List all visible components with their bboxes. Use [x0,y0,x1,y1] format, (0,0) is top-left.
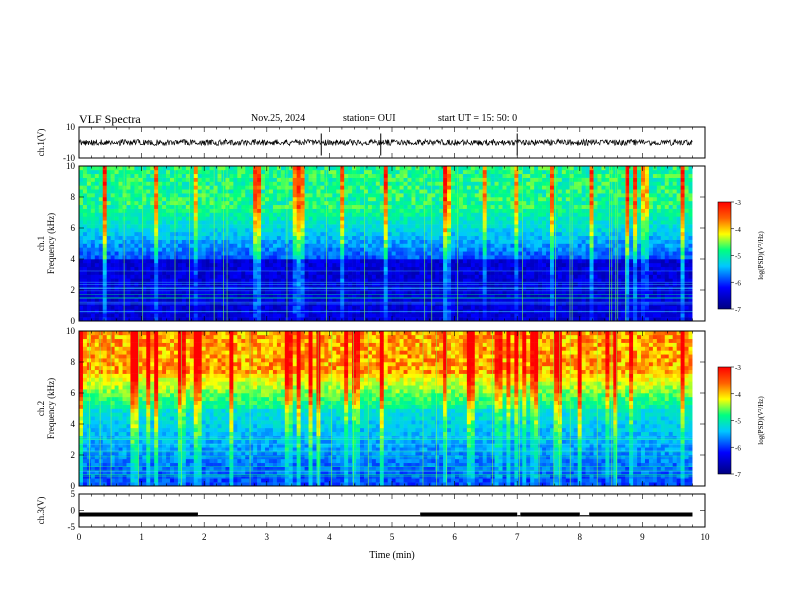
colorbar-tick-label: -3 [735,364,741,372]
x-tick-label: 5 [390,532,395,542]
x-tick-label: 3 [265,532,270,542]
ch1-spectrogram [79,166,705,322]
colorbar-tick-label: -7 [735,306,741,314]
y-tick-label: 10 [66,161,76,171]
y-tick-label: 10 [66,326,76,336]
ch1-trace [78,138,693,147]
y-tick-label: 0 [71,481,76,491]
colorbar-label: log(PSD)(V²/Hz) [757,396,765,445]
y-tick-label: 8 [71,192,76,202]
x-tick-label: 6 [452,532,457,542]
colorbar-tick-label: -7 [735,471,741,479]
colorbar [717,201,732,310]
y-tick-label: 4 [71,419,76,429]
y-tick-label: 2 [71,285,76,295]
y-tick-label: -5 [68,522,76,532]
x-tick-label: 2 [202,532,207,542]
colorbar-tick-label: -5 [735,418,741,426]
y-axis-label: Frequency (kHz) [46,213,56,274]
station-label: station= OUI [343,113,396,124]
y-tick-label: 6 [71,223,76,233]
y-axis-label: ch.1 [36,236,46,251]
y-axis-label: ch.2 [36,401,46,416]
colorbar-tick-label: -6 [735,279,741,287]
date-label: Nov.25, 2024 [251,113,306,124]
x-axis-label: Time (min) [369,550,414,561]
x-tick-label: 10 [701,532,711,542]
x-tick-label: 7 [515,532,520,542]
x-tick-label: 8 [578,532,583,542]
x-tick-label: 9 [640,532,645,542]
colorbar [717,366,732,475]
y-tick-label: 0 [71,506,76,516]
y-axis-label: ch.1(V) [36,129,46,157]
y-tick-label: 2 [71,450,76,460]
ch3-waveform [79,512,693,517]
ch1-waveform [78,133,693,156]
y-axis-label: Frequency (kHz) [46,378,56,439]
axes [78,126,734,528]
ch2-spectrogram [79,331,705,487]
start-time-label: start UT = 15: 50: 0 [438,113,518,124]
x-tick-label: 0 [77,532,82,542]
x-tick-label: 1 [139,532,144,542]
y-tick-label: 4 [71,254,76,264]
x-tick-label: 4 [327,532,332,542]
y-tick-label: 8 [71,357,76,367]
colorbar-tick-label: -6 [735,444,741,452]
figure-title: VLF Spectra [79,112,141,126]
y-axis-label: ch.3(V) [36,497,46,525]
colorbar-tick-label: -3 [735,199,741,207]
colorbar-tick-label: -4 [735,391,741,399]
y-tick-label: 0 [71,316,76,326]
colorbar-label: log(PSD)(V²/Hz) [757,231,765,280]
y-tick-label: 10 [66,122,76,132]
y-tick-label: 5 [71,489,76,499]
colorbar-tick-label: -5 [735,253,741,261]
y-tick-label: 6 [71,388,76,398]
colorbar-tick-label: -4 [735,226,741,234]
y-tick-label: -10 [63,153,75,163]
